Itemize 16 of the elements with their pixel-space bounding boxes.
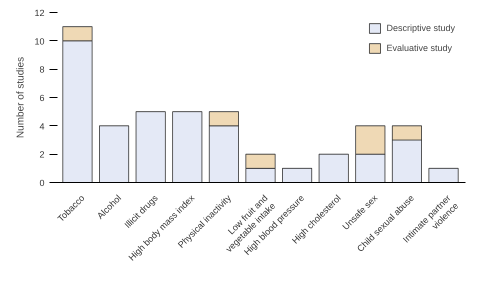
y-tick-label: 2: [39, 150, 45, 160]
y-tick-label: 4: [39, 121, 45, 132]
bar: [172, 111, 202, 182]
y-tick-label: 10: [34, 36, 45, 46]
y-tick-label: 0: [39, 178, 45, 188]
y-tick-label: 8: [39, 64, 45, 75]
bar: [282, 168, 312, 182]
y-tick-label: 6: [39, 93, 45, 103]
bar: [99, 125, 130, 182]
bar: [428, 168, 459, 182]
y-axis-title: Number of studies: [15, 56, 26, 138]
legend-label: Descriptive study: [386, 23, 455, 33]
bar: [318, 154, 349, 182]
y-tick-label: 12: [34, 8, 45, 18]
legend-label: Evaluative study: [386, 43, 452, 53]
bar: [136, 111, 166, 182]
